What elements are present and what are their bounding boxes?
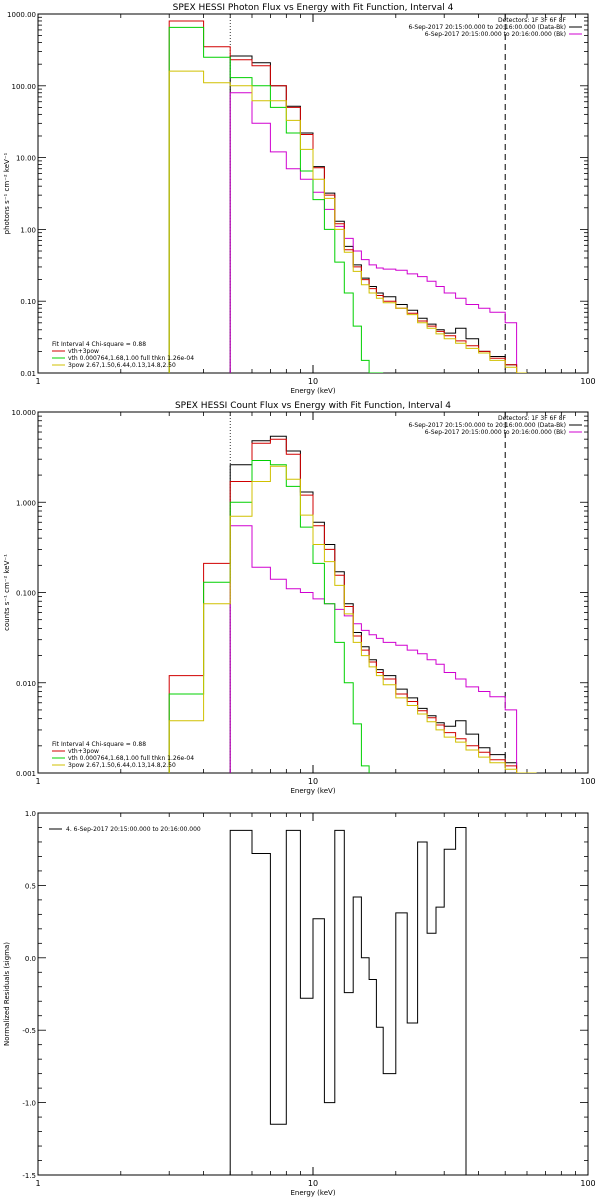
y-tick-label: -1.0 [22,1100,36,1108]
chart-panel-2: SPEX HESSI Count Flux vs Energy with Fit… [3,401,596,795]
y-axis-label: counts s⁻¹ cm⁻² keV⁻¹ [3,554,11,631]
chart-title: SPEX HESSI Count Flux vs Energy with Fit… [175,401,451,411]
legend-entry: vth+3pow [68,348,99,355]
x-tick-label: 100 [580,1179,595,1188]
y-tick-label: 0.5 [25,882,36,890]
legend-entry: vth 0.000764,1.68,1.00 full thkn 1.26e-0… [68,355,194,362]
series-line [229,525,518,773]
x-axis-label: Energy (keV) [290,1189,335,1197]
plot-area [168,20,527,373]
y-tick-label: 0.0 [25,955,36,963]
y-tick-label: 1.00 [20,226,36,234]
x-tick-label: 1 [35,777,40,786]
series-line [168,438,518,773]
plot-area [229,827,467,1175]
series-line [168,465,537,773]
y-tick-label: 0.10 [20,298,36,306]
x-tick-label: 10 [308,777,318,786]
x-axis-label: Energy (keV) [290,787,335,795]
y-tick-label: 0.001 [16,770,36,778]
legend-entry: vth 0.000764,1.68,1.00 full thkn 1.26e-0… [68,755,194,762]
x-tick-label: 1 [35,1179,40,1188]
chart-title: SPEX HESSI Photon Flux vs Energy with Fi… [173,3,454,13]
y-tick-label: 1000.00 [7,11,36,19]
y-axis-label: Normalized Residuals (sigma) [3,942,11,1046]
series-line [168,70,527,373]
series-line [229,827,467,1175]
y-tick-label: 1.0 [25,810,36,818]
y-tick-label: 0.100 [16,590,36,598]
y-tick-label: 0.01 [20,370,36,378]
plot-area [168,435,537,773]
legend-entry: 3pow 2.67,1.50,6.44,0.13,14.8,2.50 [68,762,176,769]
x-tick-label: 100 [580,377,595,386]
x-tick-label: 100 [580,777,595,786]
legend-entry: 4. 6-Sep-2017 20:15:00.000 to 20:16:00.0… [66,826,201,833]
x-tick-label: 10 [308,377,318,386]
legend-entry: Detectors: 1F 3F 6F 8F [498,415,567,422]
series-line [168,20,518,373]
y-tick-label: 0.010 [16,680,36,688]
series-line [229,435,518,773]
y-tick-label: 1.000 [16,499,36,507]
chart-panel-3: 1 10 100 -1.5 -1.0 -0.5 0.0 0.5 1.0 Energy (keV) N… [3,810,596,1197]
series-line [168,26,384,373]
y-tick-label: 100.00 [12,83,37,91]
chart-panel-1: SPEX HESSI Photon Flux vs Energy with Fi… [3,3,596,395]
x-tick-label: 10 [308,1179,318,1188]
legend-entry: 6-Sep-2017 20:15:00.000 to 20:16:00.000 … [408,24,566,31]
y-tick-label: -1.5 [22,1172,36,1180]
legend-entry: Detectors: 1F 3F 6F 8F [498,17,567,24]
y-tick-label: 10.000 [12,409,37,417]
legend-entry: Fit Interval 4 Chi-square = 0.88 [52,741,146,748]
y-tick-label: -0.5 [22,1027,36,1035]
legend-entry: 6-Sep-2017 20:15:00.000 to 20:16:00.000 … [425,31,566,38]
y-tick-label: 10.00 [16,155,36,163]
legend-entry: 6-Sep-2017 20:15:00.000 to 20:16:00.000 … [425,429,566,436]
legend-entry: vth+3pow [68,748,99,755]
legend-entry: Fit Interval 4 Chi-square = 0.88 [52,341,146,348]
x-axis-label: Energy (keV) [290,387,335,395]
legend-entry: 3pow 2.67,1.50,6.44,0.13,14.8,2.50 [68,362,176,369]
x-tick-label: 1 [35,377,40,386]
legend-entry: 6-Sep-2017 20:15:00.000 to 20:16:00.000 … [408,422,566,429]
y-axis-label: photons s⁻¹ cm⁻² keV⁻¹ [3,152,11,234]
series-line [229,55,518,373]
series-line [229,92,518,373]
series-line [168,460,370,773]
